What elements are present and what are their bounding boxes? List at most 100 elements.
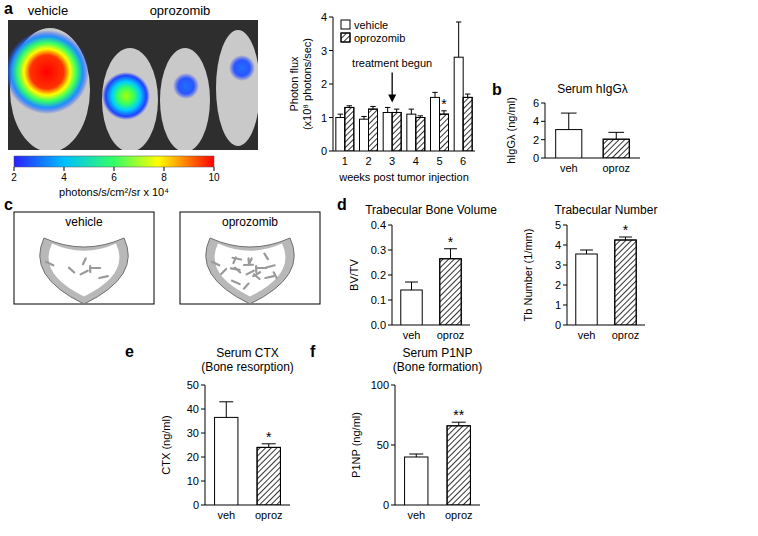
axis-label: P1NP (ng/ml) [350,412,362,478]
error-bar [409,454,423,457]
label: vehicle [65,215,103,229]
hatch [463,97,472,151]
title: Serum hIgGλ [557,82,628,96]
y-tick [201,409,205,410]
title: Serum CTX [216,346,279,360]
hatch [392,112,401,151]
tick-label: 20 [187,451,199,463]
label: oprozomib [222,215,278,229]
tick-label: 0.1 [371,294,386,306]
arrow [392,72,393,97]
trabecula [266,265,274,267]
trabecula [247,258,250,264]
tick-label: 3 [555,259,561,271]
y-tick [541,158,545,159]
trabecula [257,267,266,269]
label: oprozomib [150,3,211,18]
annotation: treatment begun [352,57,432,69]
error-cap [219,401,233,402]
y-tick [563,285,567,286]
trabecula [83,258,86,264]
panel-4: dTrabecular Bone VolumeBV/TV0.00.10.20.3… [337,196,497,341]
significance: ** [453,407,464,423]
bar [454,57,463,151]
y-tick [391,385,395,386]
axis-label: Photon flux [288,56,300,112]
significance: * [623,222,629,238]
y-tick [563,305,567,306]
error-cap [409,109,414,110]
error-line [568,113,569,129]
tick-label: 4 [413,155,419,167]
tick-label: 40 [187,403,199,415]
tick-label: 0.3 [371,244,386,256]
tick-label: 0 [321,145,327,157]
marks [556,113,630,158]
trabecula [69,268,74,273]
trabecula [265,276,274,278]
error-bar [465,94,470,97]
bar [345,107,354,151]
colorbar [14,156,214,167]
panel-letter: d [337,196,347,213]
panel-letter: b [492,81,502,98]
tick-label: oproz [602,162,630,174]
panel-letter: c [4,196,13,213]
colorbar-tick [214,167,215,171]
tick-label: oproz [437,329,465,341]
error-bar [456,22,461,57]
bar [463,97,472,151]
bar [401,290,422,325]
trabecula [255,266,257,272]
mouse-leg [102,48,158,150]
bli-image [8,20,258,150]
tick-label: 2 [365,155,371,167]
ct-frame [180,212,320,304]
error-cap [385,107,390,108]
label: 6 [111,172,117,183]
tick-label: veh [217,509,235,521]
hatch [440,114,449,151]
error-bar [385,107,390,112]
trabecula [232,281,240,284]
trabecula [91,267,100,269]
hatch [615,240,636,325]
error-cap [580,250,593,251]
bar [360,119,369,151]
tick-label: veh [407,509,425,521]
error-cap [418,115,423,116]
axis-label: Tb Number (1/mm) [522,229,534,322]
panel-1: Photon flux(x10⁸ photons/sec)weeks post … [288,11,475,183]
tick-label: 6 [460,155,466,167]
panel-0: avehicleoprozomib246810photons/s/cm²/sr … [4,0,260,198]
colorbar-tick [164,167,165,171]
title: Trabecular Number [555,203,658,217]
marks [215,402,281,505]
cortical-bone [40,238,129,304]
colorbar-tick [14,167,15,171]
trabecula [253,272,260,276]
tick-label: 1 [342,155,348,167]
ct-frame [14,212,154,304]
error-line [226,402,227,418]
y-tick [563,225,567,226]
figure: avehicleoprozomib246810photons/s/cm²/sr … [0,0,758,536]
error-cap [561,113,577,114]
axis-label: BV/TV [348,258,360,290]
axis-label: hIgGλ (ng/ml) [505,97,517,164]
hatch [440,259,461,325]
colorbar-tick [114,167,115,171]
signal [8,30,89,114]
trabecula [99,276,108,278]
y-axis [205,385,206,505]
error-bar [444,249,457,259]
error-bar [219,402,233,418]
bar [392,112,401,151]
tick-label: 1 [555,299,561,311]
bar [336,118,345,152]
title: (Bone formation) [393,360,482,374]
tick-label: 2 [321,78,327,90]
trabecula [233,257,235,263]
tick-label: 0 [533,152,539,164]
tick-label: 50 [187,379,199,391]
